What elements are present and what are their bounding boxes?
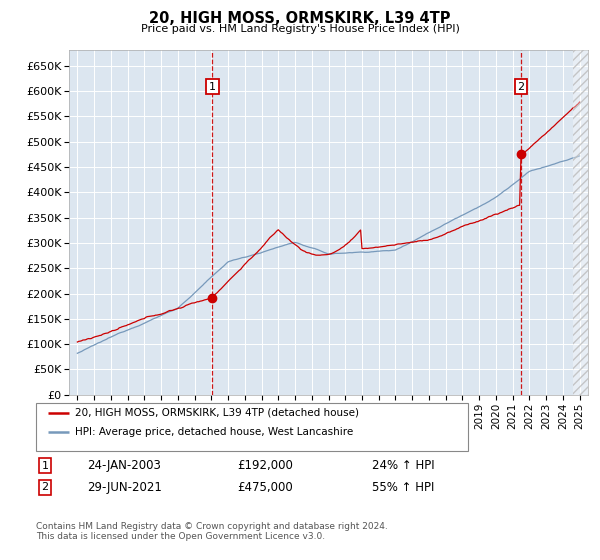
Text: HPI: Average price, detached house, West Lancashire: HPI: Average price, detached house, West… xyxy=(75,427,353,437)
Text: £475,000: £475,000 xyxy=(237,480,293,494)
Text: 24-JAN-2003: 24-JAN-2003 xyxy=(87,459,161,473)
Text: 24% ↑ HPI: 24% ↑ HPI xyxy=(372,459,434,473)
Text: 1: 1 xyxy=(41,461,49,471)
Text: £192,000: £192,000 xyxy=(237,459,293,473)
Text: 29-JUN-2021: 29-JUN-2021 xyxy=(87,480,162,494)
Text: 55% ↑ HPI: 55% ↑ HPI xyxy=(372,480,434,494)
Text: 1: 1 xyxy=(209,82,216,92)
Text: Contains HM Land Registry data © Crown copyright and database right 2024.
This d: Contains HM Land Registry data © Crown c… xyxy=(36,522,388,542)
Text: 20, HIGH MOSS, ORMSKIRK, L39 4TP: 20, HIGH MOSS, ORMSKIRK, L39 4TP xyxy=(149,11,451,26)
Text: 2: 2 xyxy=(41,482,49,492)
Text: Price paid vs. HM Land Registry's House Price Index (HPI): Price paid vs. HM Land Registry's House … xyxy=(140,24,460,34)
Text: 20, HIGH MOSS, ORMSKIRK, L39 4TP (detached house): 20, HIGH MOSS, ORMSKIRK, L39 4TP (detach… xyxy=(75,408,359,418)
Text: 2: 2 xyxy=(517,82,524,92)
